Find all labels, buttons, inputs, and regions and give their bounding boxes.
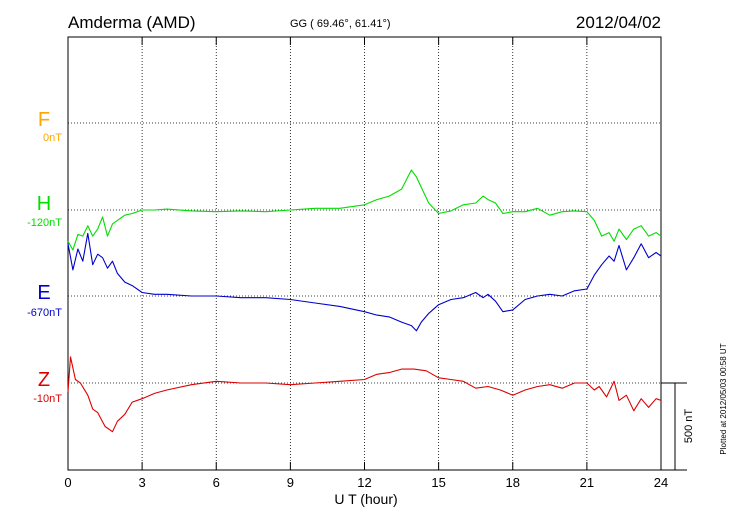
station-title: Amderma (AMD) [68, 13, 196, 32]
x-tick-label-3: 3 [139, 475, 146, 490]
series-Z [67, 356, 662, 433]
series-E [67, 232, 662, 332]
offset-F: 0nT [43, 132, 62, 144]
x-tick-label-0: 0 [64, 475, 71, 490]
label-H: H [37, 193, 51, 215]
x-ticks: 0 3 6 9 12 15 18 21 24 [64, 37, 668, 490]
x-tick-label-15: 15 [431, 475, 445, 490]
label-E: E [37, 282, 50, 304]
plotted-note: Plotted at 2012/05/03 00:58 UT [719, 343, 728, 454]
x-tick-label-9: 9 [287, 475, 294, 490]
label-F: F [38, 109, 50, 131]
x-axis-label: U T (hour) [334, 491, 397, 507]
x-tick-label-6: 6 [213, 475, 220, 490]
x-tick-label-24: 24 [654, 475, 668, 490]
series-H [67, 169, 662, 251]
series-lines [67, 169, 662, 433]
offset-Z: -10nT [33, 393, 62, 405]
x-tick-label-21: 21 [580, 475, 594, 490]
offset-E: -670nT [27, 307, 62, 319]
x-tick-label-12: 12 [357, 475, 371, 490]
grid [68, 37, 661, 470]
label-Z: Z [38, 369, 50, 391]
scale-label: 500 nT [683, 409, 695, 444]
offset-H: -120nT [27, 217, 62, 229]
x-tick-label-18: 18 [506, 475, 520, 490]
date-label: 2012/04/02 [576, 13, 661, 32]
geographic-coords: GG ( 69.46°, 61.41°) [290, 18, 391, 30]
